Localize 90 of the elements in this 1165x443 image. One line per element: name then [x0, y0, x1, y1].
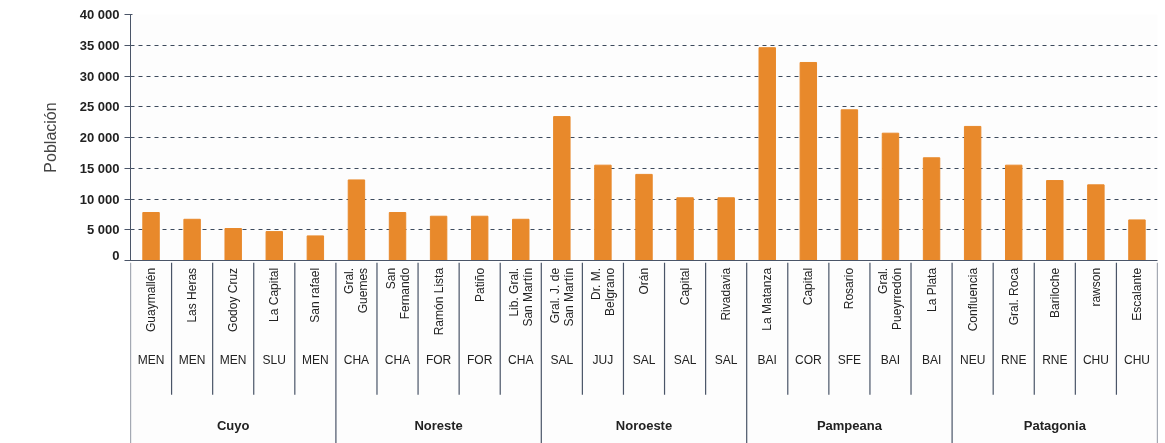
x-tick-label: Godoy Cruz — [226, 267, 241, 332]
x-tick-label: Confluencia — [965, 267, 980, 332]
x-tick-label: Gral. Guemes — [342, 267, 371, 314]
x-tick-label: Patiño — [472, 267, 487, 302]
text: BAI — [880, 353, 901, 368]
text: JUJ — [592, 353, 614, 368]
text: SAL — [550, 353, 574, 368]
text: CHU — [1123, 353, 1150, 368]
bar — [1128, 219, 1146, 261]
x-tick-label: Gral. Roca — [1006, 267, 1021, 326]
bar — [676, 197, 694, 261]
text: SAL — [714, 353, 738, 368]
x-tick-label: Rosario — [842, 267, 857, 310]
text: MEN — [219, 353, 247, 368]
text: RNE — [1042, 353, 1068, 368]
x-tick-label: La Capital — [267, 267, 282, 322]
x-tick-label: Las Heras — [185, 267, 200, 323]
x-tick-label: Dr. M. Belgrano — [588, 267, 617, 316]
bar — [429, 215, 448, 261]
text: MEN — [302, 353, 329, 368]
x-tick-label: La Plata — [924, 267, 939, 312]
text: SLU — [262, 353, 286, 368]
text: BAI — [921, 353, 942, 368]
bar — [881, 132, 900, 261]
x-tick-label: Capital — [801, 267, 816, 306]
text: MEN — [178, 353, 206, 368]
bar — [922, 157, 941, 261]
bar — [799, 61, 818, 261]
y-tick-label: 20 000 — [79, 130, 120, 145]
x-tick-label: La Matanza — [760, 267, 775, 331]
bar — [1046, 180, 1064, 261]
text: Noroeste — [615, 417, 673, 433]
x-tick-label: Rivadavia — [719, 267, 734, 321]
bar — [265, 231, 283, 261]
text: FOR — [425, 353, 452, 368]
text: Pampeana — [816, 417, 883, 433]
bar — [963, 125, 982, 261]
text: CHA — [343, 353, 370, 368]
x-tick-label: Guaymallén — [144, 267, 159, 332]
x-tick-label: Gral. J. de San Martín — [547, 267, 576, 327]
y-tick-label: 5 000 — [86, 222, 120, 238]
bar — [840, 109, 859, 261]
bar — [470, 215, 489, 261]
text: NEU — [959, 353, 986, 368]
text: CHA — [508, 353, 534, 368]
y-tick-label: 10 000 — [79, 191, 120, 207]
bar — [758, 47, 776, 261]
bar — [1005, 164, 1023, 261]
x-tick-label: San rafael — [308, 267, 323, 323]
text: COR — [794, 353, 822, 368]
bar — [635, 173, 653, 261]
y-tick-label: 30 000 — [79, 68, 120, 84]
x-tick-label: Gral. Pueyrredón — [876, 267, 905, 330]
y-axis-title: Población — [41, 102, 59, 173]
bar — [347, 179, 366, 261]
bar — [553, 116, 571, 261]
text: CHU — [1082, 353, 1109, 368]
text: CHA — [384, 353, 411, 368]
y-tick-label: 40 000 — [79, 7, 120, 22]
bar — [306, 235, 325, 261]
x-tick-label: Bariloche — [1047, 267, 1062, 318]
bar — [142, 212, 160, 261]
x-tick-label: San Fernando — [383, 267, 412, 320]
text: SFE — [837, 353, 862, 368]
bar — [224, 228, 242, 261]
text: BAI — [757, 353, 777, 368]
text: Cuyo — [216, 417, 250, 433]
x-tick-label: rawson — [1088, 267, 1103, 307]
y-tick-label: 25 000 — [79, 99, 120, 115]
bar — [717, 197, 735, 261]
bar — [512, 218, 530, 261]
text: SAL — [632, 353, 656, 368]
y-tick-label: 15 000 — [79, 160, 120, 176]
x-tick-label: Lib. Gral. San Martín — [506, 267, 535, 327]
bar — [1087, 184, 1105, 261]
x-tick-label: Ramón Lista — [431, 267, 446, 336]
bar — [388, 212, 407, 261]
text: RNE — [1001, 353, 1027, 368]
text: Noreste — [414, 417, 463, 433]
y-tick-label: 0 — [112, 247, 120, 263]
text: SAL — [673, 353, 697, 368]
x-tick-label: Escalante — [1129, 267, 1144, 321]
text: Patagonia — [1023, 417, 1087, 433]
bar — [594, 164, 612, 261]
y-tick-label: 35 000 — [79, 37, 120, 53]
x-tick-label: Orán — [637, 267, 651, 295]
bar — [183, 218, 201, 261]
text: FOR — [467, 353, 493, 368]
x-tick-label: Capital — [678, 267, 693, 306]
text: MEN — [137, 353, 165, 368]
